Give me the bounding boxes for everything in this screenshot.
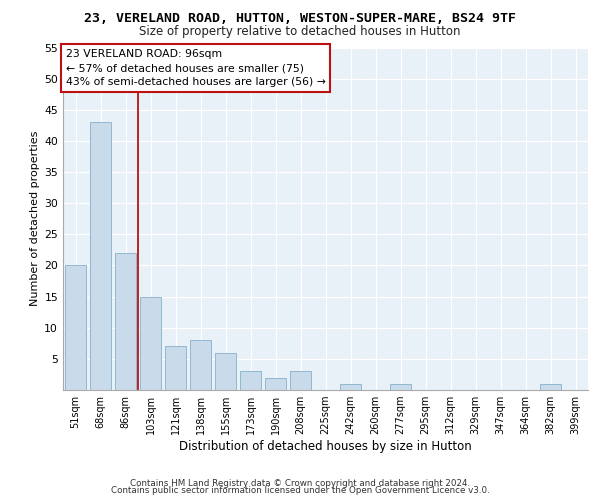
Bar (165, 346, 186, 390)
Text: 23, VERELAND ROAD, HUTTON, WESTON-SUPER-MARE, BS24 9TF: 23, VERELAND ROAD, HUTTON, WESTON-SUPER-… (84, 12, 516, 26)
Bar (215, 352, 236, 390)
Bar (340, 384, 361, 390)
Bar (290, 372, 311, 390)
Y-axis label: Number of detached properties: Number of detached properties (30, 131, 40, 306)
Bar (65, 266, 86, 390)
Bar (190, 340, 211, 390)
Text: Contains public sector information licensed under the Open Government Licence v3: Contains public sector information licen… (110, 486, 490, 495)
Bar (540, 384, 561, 390)
Bar (90, 122, 111, 390)
Text: Size of property relative to detached houses in Hutton: Size of property relative to detached ho… (139, 25, 461, 38)
Bar (390, 384, 411, 390)
Bar (115, 253, 136, 390)
Text: 23 VERELAND ROAD: 96sqm
← 57% of detached houses are smaller (75)
43% of semi-de: 23 VERELAND ROAD: 96sqm ← 57% of detache… (65, 49, 325, 87)
Text: Contains HM Land Registry data © Crown copyright and database right 2024.: Contains HM Land Registry data © Crown c… (130, 478, 470, 488)
Bar (265, 378, 286, 390)
Bar (140, 296, 161, 390)
X-axis label: Distribution of detached houses by size in Hutton: Distribution of detached houses by size … (179, 440, 472, 453)
Bar (240, 372, 261, 390)
